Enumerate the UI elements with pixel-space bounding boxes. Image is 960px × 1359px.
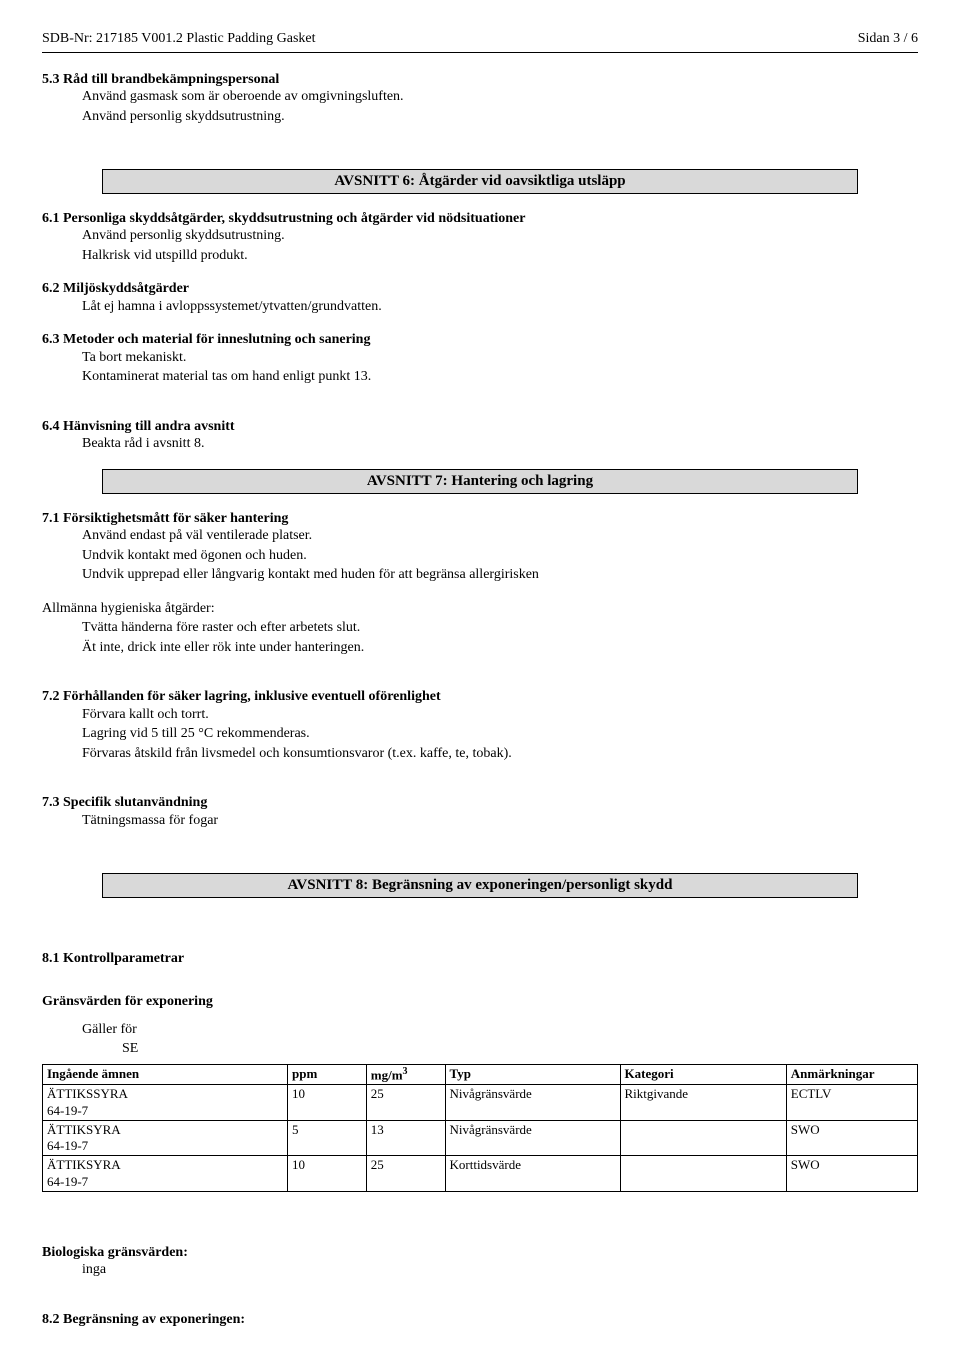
table-row: ÄTTIKSYRA64-19-7 5 13 Nivågränsvärde SWO: [43, 1120, 918, 1156]
heading-7-2: 7.2 Förhållanden för säker lagring, inkl…: [42, 688, 918, 706]
section-6-2: 6.2 Miljöskyddsåtgärder Låt ej hamna i a…: [42, 280, 918, 315]
heading-6-1: 6.1 Personliga skyddsåtgärder, skyddsutr…: [42, 210, 918, 228]
section-8-1: 8.1 Kontrollparametrar Gränsvärden för e…: [42, 950, 918, 1058]
heading-5-3: 5.3 Råd till brandbekämpningspersonal: [42, 71, 918, 89]
section-hygiene: Allmänna hygieniska åtgärder: Tvätta hän…: [42, 600, 918, 657]
header-right: Sidan 3 / 6: [858, 30, 918, 48]
page-header: SDB-Nr: 217185 V001.2 Plastic Padding Ga…: [42, 30, 918, 48]
cell-type: Korttidsvärde: [445, 1156, 620, 1192]
header-left: SDB-Nr: 217185 V001.2 Plastic Padding Ga…: [42, 30, 316, 48]
cell-notes: ECTLV: [786, 1085, 917, 1121]
text-line: Förvara kallt och torrt.: [82, 706, 918, 724]
heading-7-1: 7.1 Försiktighetsmått för säker hanterin…: [42, 510, 918, 528]
cell-notes: SWO: [786, 1156, 917, 1192]
cell-mgm3: 25: [366, 1156, 445, 1192]
cell-name: ÄTTIKSYRA64-19-7: [43, 1120, 288, 1156]
section-7-2: 7.2 Förhållanden för säker lagring, inkl…: [42, 688, 918, 762]
table-header-row: Ingående ämnen ppm mg/m3 Typ Kategori An…: [43, 1064, 918, 1085]
text-line: Undvik kontakt med ögonen och huden.: [82, 547, 918, 565]
text-line: Halkrisk vid utspilld produkt.: [82, 247, 918, 265]
biological-limits-heading: Biologiska gränsvärden:: [42, 1244, 918, 1262]
applies-for-value: SE: [122, 1040, 918, 1058]
section-5-3: 5.3 Råd till brandbekämpningspersonal An…: [42, 71, 918, 126]
biological-limits: Biologiska gränsvärden: inga: [42, 1244, 918, 1279]
section-6-heading: AVSNITT 6: Åtgärder vid oavsiktliga utsl…: [102, 169, 858, 194]
text-line: Tvätta händerna före raster och efter ar…: [82, 619, 918, 637]
section-7-heading: AVSNITT 7: Hantering och lagring: [102, 469, 858, 494]
exposure-table: Ingående ämnen ppm mg/m3 Typ Kategori An…: [42, 1064, 918, 1192]
cell-category: [620, 1120, 786, 1156]
col-ingredients: Ingående ämnen: [43, 1064, 288, 1085]
text-line: Använd personlig skyddsutrustning.: [82, 108, 918, 126]
text-line: Tätningsmassa för fogar: [82, 812, 918, 830]
heading-8-1: 8.1 Kontrollparametrar: [42, 950, 918, 968]
cell-mgm3: 25: [366, 1085, 445, 1121]
cell-notes: SWO: [786, 1120, 917, 1156]
exposure-limits-heading: Gränsvärden för exponering: [42, 993, 918, 1011]
heading-hygiene: Allmänna hygieniska åtgärder:: [42, 600, 918, 618]
text-line: Undvik upprepad eller långvarig kontakt …: [82, 566, 918, 584]
col-mgm3: mg/m3: [366, 1064, 445, 1085]
col-notes: Anmärkningar: [786, 1064, 917, 1085]
cell-category: Riktgivande: [620, 1085, 786, 1121]
text-line: Kontaminerat material tas om hand enligt…: [82, 368, 918, 386]
heading-6-2: 6.2 Miljöskyddsåtgärder: [42, 280, 918, 298]
text-line: Använd gasmask som är oberoende av omgiv…: [82, 88, 918, 106]
cell-type: Nivågränsvärde: [445, 1085, 620, 1121]
text-line: Ta bort mekaniskt.: [82, 349, 918, 367]
section-6-1: 6.1 Personliga skyddsåtgärder, skyddsutr…: [42, 210, 918, 265]
applies-for-label: Gäller för: [82, 1021, 918, 1039]
section-6-4: 6.4 Hänvisning till andra avsnitt Beakta…: [42, 418, 918, 453]
cell-ppm: 10: [288, 1156, 367, 1192]
cell-name: ÄTTIKSYRA64-19-7: [43, 1156, 288, 1192]
heading-6-3: 6.3 Metoder och material för inneslutnin…: [42, 331, 918, 349]
col-ppm: ppm: [288, 1064, 367, 1085]
col-category: Kategori: [620, 1064, 786, 1085]
section-7-1: 7.1 Försiktighetsmått för säker hanterin…: [42, 510, 918, 584]
cell-category: [620, 1156, 786, 1192]
heading-7-3: 7.3 Specifik slutanvändning: [42, 794, 918, 812]
cell-mgm3: 13: [366, 1120, 445, 1156]
section-7-3: 7.3 Specifik slutanvändning Tätningsmass…: [42, 794, 918, 829]
text-line: Låt ej hamna i avloppssystemet/ytvatten/…: [82, 298, 918, 316]
text-line: Ät inte, drick inte eller rök inte under…: [82, 639, 918, 657]
text-line: Lagring vid 5 till 25 °C rekommenderas.: [82, 725, 918, 743]
text-line: Beakta råd i avsnitt 8.: [82, 435, 918, 453]
table-row: ÄTTIKSSYRA64-19-7 10 25 Nivågränsvärde R…: [43, 1085, 918, 1121]
heading-8-2: 8.2 Begränsning av exponeringen:: [42, 1311, 918, 1329]
cell-ppm: 5: [288, 1120, 367, 1156]
section-6-3: 6.3 Metoder och material för inneslutnin…: [42, 331, 918, 386]
header-rule: [42, 52, 918, 53]
table-row: ÄTTIKSYRA64-19-7 10 25 Korttidsvärde SWO: [43, 1156, 918, 1192]
text-line: Använd personlig skyddsutrustning.: [82, 227, 918, 245]
cell-type: Nivågränsvärde: [445, 1120, 620, 1156]
cell-ppm: 10: [288, 1085, 367, 1121]
col-type: Typ: [445, 1064, 620, 1085]
heading-6-4: 6.4 Hänvisning till andra avsnitt: [42, 418, 918, 436]
biological-limits-value: inga: [82, 1261, 918, 1279]
cell-name: ÄTTIKSSYRA64-19-7: [43, 1085, 288, 1121]
section-8-heading: AVSNITT 8: Begränsning av exponeringen/p…: [102, 873, 858, 898]
text-line: Använd endast på väl ventilerade platser…: [82, 527, 918, 545]
text-line: Förvaras åtskild från livsmedel och kons…: [82, 745, 918, 763]
